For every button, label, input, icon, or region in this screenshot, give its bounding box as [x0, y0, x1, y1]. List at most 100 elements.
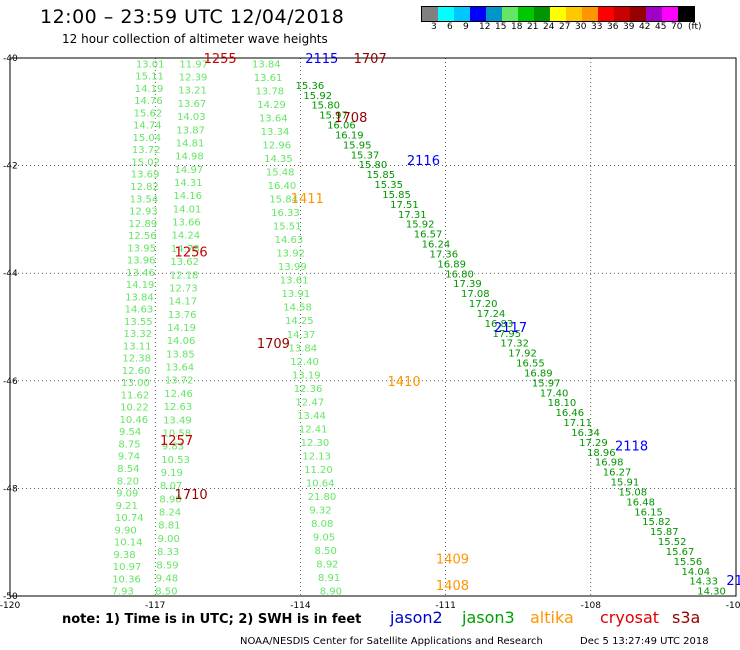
swh-value: 14.17 [169, 297, 198, 308]
credit-line: NOAA/NESDIS Center for Satellite Applica… [240, 636, 543, 647]
swh-value: 9.05 [313, 533, 335, 544]
swh-value: 16.15 [634, 507, 663, 518]
lon-label: -108 [581, 601, 602, 611]
pass-time-label: 2118 [615, 439, 648, 454]
swh-value: 9.48 [156, 573, 178, 584]
swh-value: 15.97 [532, 378, 561, 389]
swh-value: 10.97 [113, 562, 142, 573]
swh-value: 13.67 [178, 99, 207, 110]
swh-value: 14.19 [167, 323, 196, 334]
swh-value: 13.99 [278, 262, 307, 273]
lon-label: -105 [726, 601, 740, 611]
swh-value: 12.93 [129, 207, 158, 218]
map-subtitle: 12 hour collection of altimeter wave hei… [62, 32, 328, 46]
swh-value: 14.78 [171, 244, 200, 255]
satellite-legend-item: cryosat [600, 608, 660, 627]
swh-value: 8.50 [155, 587, 177, 598]
swh-value: 17.40 [540, 388, 569, 399]
swh-value: 16.55 [516, 359, 545, 370]
swh-value: 13.84 [125, 292, 154, 303]
color-scale-tick-label: 12 [479, 22, 491, 32]
color-scale-tick-label: 9 [463, 22, 469, 32]
swh-value: 9.19 [161, 468, 183, 479]
swh-value: 15.36 [296, 81, 325, 92]
color-swatch [518, 7, 534, 21]
swh-value: 15.51 [273, 222, 302, 233]
swh-value: 16.57 [414, 230, 443, 241]
lon-label: -120 [0, 601, 20, 611]
swh-value: 11.62 [121, 390, 150, 401]
swh-value: 13.96 [127, 256, 156, 267]
swh-value: 8.07 [160, 481, 182, 492]
color-scale-tick-label: 27 [559, 22, 571, 32]
swh-value: 12.63 [164, 402, 193, 413]
swh-value: 15.67 [666, 547, 695, 558]
swh-value: 17.08 [461, 289, 490, 300]
swh-value: 12.89 [129, 219, 158, 230]
pass-time-label: 1410 [388, 375, 421, 390]
color-scale-tick-label: 15 [495, 22, 507, 32]
swh-value: 16.40 [268, 181, 297, 192]
lat-label: -48 [3, 484, 18, 494]
swh-value: 14.24 [172, 231, 201, 242]
color-scale-tick-label: 3 [431, 22, 437, 32]
swh-value: 13.84 [252, 59, 281, 70]
swh-value: 14.04 [682, 567, 711, 578]
color-swatch [598, 7, 614, 21]
swh-value: 9.83 [162, 442, 184, 453]
swh-value: 8.54 [117, 464, 139, 475]
swh-value: 12.73 [169, 283, 198, 294]
swh-value: 16.89 [437, 259, 466, 270]
swh-value: 12.13 [302, 451, 331, 462]
pass-time-labels: 1255 1256 1257 1707 1708 1709 1710 2115 2116 2117… [160, 52, 740, 594]
swh-value: 10.64 [306, 478, 335, 489]
pass-time-label: 1708 [334, 111, 367, 126]
swh-value: 8.33 [157, 547, 179, 558]
swh-value: 15.48 [266, 168, 295, 179]
swh-value: 13.00 [121, 378, 150, 389]
swh-value: 8.59 [156, 560, 178, 571]
swh-value: 13.21 [178, 86, 207, 97]
swh-value: 14.98 [175, 152, 204, 163]
swh-value: 15.52 [658, 537, 687, 548]
swh-value: 12.82 [130, 182, 159, 193]
swh-value: 16.89 [524, 368, 553, 379]
swh-value: 14.30 [697, 587, 726, 598]
pass-time-label: 1257 [160, 434, 193, 449]
pass-time-label: 1256 [175, 246, 208, 261]
swh-value: 15.85 [382, 190, 411, 201]
swh-value: 15.97 [319, 111, 348, 122]
color-scale-tick-label: 6 [447, 22, 453, 32]
color-swatch [662, 7, 678, 21]
swh-value: 10.74 [115, 513, 144, 524]
swh-value: 12.18 [170, 270, 199, 281]
swh-value: 13.61 [280, 276, 309, 287]
footer-note: note: 1) Time is in UTC; 2) SWH is in fe… [62, 612, 362, 627]
swh-value: 16.33 [271, 208, 300, 219]
swh-value: 13.34 [261, 127, 290, 138]
swh-value: 13.46 [126, 268, 155, 279]
pass-time-label: 1707 [354, 52, 387, 67]
swh-value: 12.38 [122, 354, 151, 365]
swh-value: 12.30 [301, 438, 330, 449]
swh-value: 14.81 [176, 138, 205, 149]
swh-value: 8.91 [318, 573, 340, 584]
color-swatch [566, 7, 582, 21]
swh-value: 13.91 [282, 289, 311, 300]
swh-value: 12.47 [295, 397, 324, 408]
swh-value: 8.81 [158, 521, 180, 532]
color-swatch [534, 7, 550, 21]
swh-value: 13.92 [276, 249, 305, 260]
pass-time-label: 2117 [494, 321, 527, 336]
color-scale-tick-label: 42 [639, 22, 651, 32]
swh-value: 13.78 [255, 86, 284, 97]
swh-value: 17.24 [477, 309, 506, 320]
swh-value: 13.84 [288, 343, 317, 354]
swh-value: 14.37 [287, 330, 316, 341]
satellite-legend-item: s3a [672, 608, 701, 627]
swh-value: 11.97 [179, 59, 208, 70]
pass-time-label: 1710 [175, 488, 208, 503]
swh-value: 12.60 [122, 366, 151, 377]
swh-value: 15.95 [343, 140, 372, 151]
swh-value: 14.19 [135, 84, 164, 95]
